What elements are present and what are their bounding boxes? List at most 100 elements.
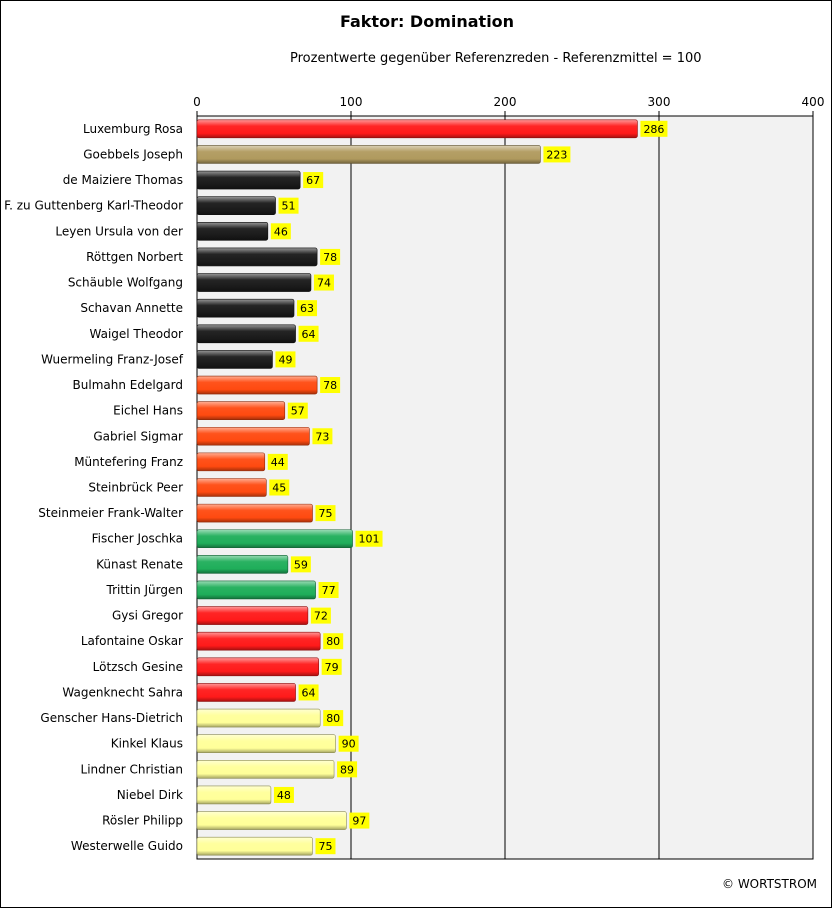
data-label-box <box>312 428 333 445</box>
bar <box>196 555 289 574</box>
category-label: Bulmahn Edelgard <box>73 378 183 392</box>
bar <box>196 401 286 420</box>
bar <box>196 760 335 779</box>
bar <box>196 503 313 523</box>
category-label: Schavan Annette <box>80 301 183 315</box>
category-label: Niebel Dirk <box>117 788 183 802</box>
credit-label: © WORTSTROM <box>722 877 818 891</box>
data-label-box <box>349 812 370 829</box>
data-label: 78 <box>323 251 337 264</box>
bar <box>196 426 310 446</box>
bar <box>196 119 638 139</box>
data-label: 223 <box>546 148 567 161</box>
category-label: Wuermeling Franz-Josef <box>41 352 184 366</box>
data-label: 75 <box>319 840 333 853</box>
bar <box>196 606 309 625</box>
data-label: 80 <box>326 712 340 725</box>
category-label: Waigel Theodor <box>90 327 184 341</box>
bar <box>196 811 347 830</box>
data-label-box <box>318 581 339 598</box>
data-label-box <box>298 325 319 342</box>
category-label: Kinkel Klaus <box>111 737 183 751</box>
data-label-box <box>303 172 324 189</box>
category-label: Lafontaine Oskar <box>81 634 183 648</box>
bar <box>196 375 318 395</box>
bar <box>196 683 296 702</box>
category-label: Gabriel Sigmar <box>93 429 183 443</box>
data-label: 45 <box>272 482 286 495</box>
category-label: Rösler Philipp <box>102 814 183 828</box>
bar <box>196 324 296 344</box>
data-label: 67 <box>306 174 320 187</box>
data-label: 48 <box>277 789 291 802</box>
data-label: 44 <box>271 456 285 469</box>
bar <box>196 298 295 318</box>
chart-subtitle: Prozentwerte gegenüber Referenzreden - R… <box>290 51 702 66</box>
data-label: 74 <box>317 277 331 290</box>
bar <box>196 631 321 651</box>
data-label-box <box>267 453 288 470</box>
data-label-box <box>287 402 308 419</box>
data-label: 57 <box>291 405 305 418</box>
bar <box>196 657 319 677</box>
data-label-box <box>337 761 358 778</box>
data-label: 97 <box>352 815 366 828</box>
data-label-box <box>355 530 383 547</box>
category-label: Eichel Hans <box>113 404 183 418</box>
category-label: Müntefering Franz <box>74 455 183 469</box>
category-label: Leyen Ursula von der <box>55 224 183 238</box>
bar <box>196 734 336 754</box>
data-label-box <box>323 633 344 650</box>
bar <box>196 145 541 164</box>
bar <box>196 529 353 549</box>
category-label: Luxemburg Rosa <box>83 122 183 136</box>
bar <box>196 170 301 190</box>
bar <box>196 196 276 215</box>
data-label: 51 <box>282 200 296 213</box>
data-label: 59 <box>294 558 308 571</box>
category-label: Gysi Gregor <box>112 609 183 623</box>
data-label: 75 <box>319 507 333 520</box>
bar <box>196 708 321 728</box>
data-label-box <box>320 248 341 265</box>
data-label-box <box>275 351 296 368</box>
data-label-box <box>270 223 291 240</box>
data-label: 46 <box>274 225 288 238</box>
data-label-box <box>290 556 311 573</box>
category-label: Lindner Christian <box>81 762 183 776</box>
x-tick-label: 400 <box>802 95 825 109</box>
data-label: 72 <box>314 610 328 623</box>
bar <box>196 350 273 369</box>
data-label-box <box>297 300 318 317</box>
x-tick-label: 100 <box>340 95 363 109</box>
bar <box>196 273 312 292</box>
data-label-box <box>298 684 319 701</box>
data-label: 64 <box>302 686 316 699</box>
category-label: de Maiziere Thomas <box>63 173 183 187</box>
category-label: Steinbrück Peer <box>88 481 183 495</box>
data-label-box <box>310 607 331 624</box>
data-label-box <box>640 120 668 137</box>
x-tick-label: 0 <box>193 95 201 109</box>
category-label: Wagenknecht Sahra <box>62 685 183 699</box>
category-label: Goebbels Joseph <box>83 147 183 161</box>
data-label: 73 <box>315 430 329 443</box>
chart-title: Faktor: Domination <box>340 12 515 31</box>
data-label-box <box>313 274 334 291</box>
category-label: Künast Renate <box>96 557 183 571</box>
data-label: 78 <box>323 379 337 392</box>
x-tick-label: 300 <box>648 95 671 109</box>
category-label: Fischer Joschka <box>92 532 183 546</box>
bar <box>196 478 267 497</box>
data-label-box <box>273 786 294 803</box>
data-label-box <box>338 735 359 752</box>
data-label-box <box>315 838 336 855</box>
data-label-box <box>321 658 342 675</box>
data-label: 80 <box>326 635 340 648</box>
category-label: Schäuble Wolfgang <box>68 276 183 290</box>
data-label: 90 <box>342 738 356 751</box>
category-label: Westerwelle Guido <box>71 839 183 853</box>
bar <box>196 452 266 472</box>
data-label: 79 <box>325 661 339 674</box>
data-label-box <box>315 505 336 522</box>
